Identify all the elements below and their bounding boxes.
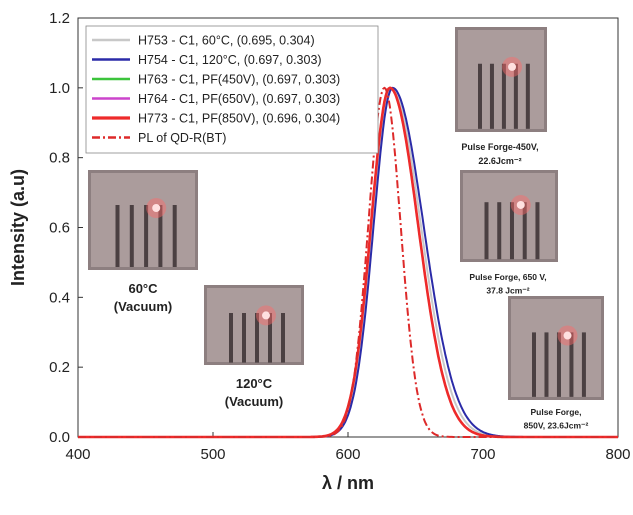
legend-label: PL of QD-R(BT) — [138, 131, 226, 145]
photo-caption: 120°C — [236, 376, 273, 391]
legend-label: H753 - C1, 60°C, (0.695, 0.304) — [138, 34, 315, 48]
photo-electrode — [513, 63, 518, 129]
photo-electrode — [525, 63, 530, 129]
photo-bg — [207, 288, 301, 362]
photo-electrode — [581, 332, 586, 397]
legend-label: H773 - C1, PF(850V), (0.696, 0.304) — [138, 112, 340, 126]
photo-electrode — [144, 205, 149, 267]
photo-electrode — [129, 205, 134, 267]
legend-label: H764 - C1, PF(650V), (0.697, 0.303) — [138, 92, 340, 106]
photo-electrode — [497, 202, 502, 260]
spectra-curves — [78, 86, 618, 439]
y-tick-label: 0.4 — [49, 289, 70, 306]
emission-spot — [262, 311, 270, 320]
photo-electrode — [535, 202, 540, 260]
photo-electrode — [532, 332, 536, 397]
photo-120: 120°C (Vacuum) — [204, 285, 304, 409]
photo-850: Pulse Forge, 850V, 23.6Jcm⁻² — [508, 296, 604, 431]
photo-caption: Pulse Forge, — [530, 407, 581, 417]
photo-electrode — [115, 205, 120, 267]
photo-bg — [511, 299, 601, 397]
legend-label: H754 - C1, 120°C, (0.697, 0.303) — [138, 53, 322, 67]
y-tick-label: 0.8 — [49, 150, 70, 167]
photo-bg — [458, 30, 544, 129]
photo-electrode — [509, 202, 514, 260]
photo-electrode — [522, 202, 527, 260]
photo-electrode — [544, 332, 549, 397]
photo-caption: 37.8 Jcm⁻² — [486, 286, 529, 296]
photo-electrode — [569, 332, 574, 397]
photo-650: Pulse Forge, 650 V, 37.8 Jcm⁻² — [460, 170, 558, 296]
photo-caption: 22.6Jcm⁻² — [478, 156, 521, 166]
photo-electrode — [158, 205, 163, 267]
x-tick-label: 700 — [470, 446, 495, 463]
axes: 400 500 600 700 800 0.0 0.2 0.4 0.6 0.8 1.0 1.2 λ / … — [8, 10, 631, 493]
y-tick-label: 0.0 — [49, 429, 70, 446]
photo-electrode — [501, 63, 506, 129]
photo-electrode — [556, 332, 561, 397]
x-axis-label: λ / nm — [322, 473, 374, 493]
emission-spot — [516, 200, 525, 209]
photo-electrode — [478, 63, 482, 129]
photo-bg — [463, 173, 555, 259]
y-tick-label: 1.2 — [49, 10, 70, 27]
legend-label: H763 - C1, PF(450V), (0.697, 0.303) — [138, 73, 340, 87]
emission-spot — [152, 204, 161, 212]
photo-electrode — [484, 202, 489, 260]
y-tick-label: 0.6 — [49, 220, 70, 237]
photo-caption: Pulse Forge, 650 V, — [469, 272, 546, 282]
legend: H753 - C1, 60°C, (0.695, 0.304) H754 - C1… — [85, 25, 379, 154]
emission-spot — [563, 331, 572, 340]
x-tick-label: 600 — [335, 446, 360, 463]
photo-caption: 850V, 23.6Jcm⁻² — [524, 421, 589, 431]
photo-electrode — [229, 313, 233, 363]
legend-box — [85, 25, 379, 154]
photo-60: 60°C (Vacuum) — [88, 170, 198, 314]
x-tick-label: 400 — [65, 446, 90, 463]
emission-spot — [508, 62, 517, 71]
x-tick-label: 500 — [200, 446, 225, 463]
photo-450: Pulse Forge-450V, 22.6Jcm⁻² — [455, 27, 547, 166]
photo-caption: (Vacuum) — [114, 299, 173, 314]
y-tick-label: 1.0 — [49, 80, 70, 97]
x-tick-label: 800 — [605, 446, 630, 463]
photo-caption: (Vacuum) — [225, 394, 284, 409]
photo-electrode — [489, 63, 494, 129]
photo-electrode — [268, 313, 272, 363]
photo-electrode — [242, 313, 246, 363]
series-line — [78, 86, 618, 438]
photo-electrode — [172, 205, 177, 267]
photo-electrode — [281, 313, 285, 363]
photo-bg — [91, 173, 195, 267]
y-tick-label: 0.2 — [49, 359, 70, 376]
photo-electrode — [255, 313, 259, 363]
y-axis-label: Intensity (a.u) — [8, 169, 28, 286]
inset-photos: 60°C (Vacuum) 120°C (Vacuum) Pulse Forge-450… — [88, 27, 604, 431]
photo-caption: Pulse Forge-450V, — [461, 142, 538, 152]
photo-caption: 60°C — [128, 281, 158, 296]
